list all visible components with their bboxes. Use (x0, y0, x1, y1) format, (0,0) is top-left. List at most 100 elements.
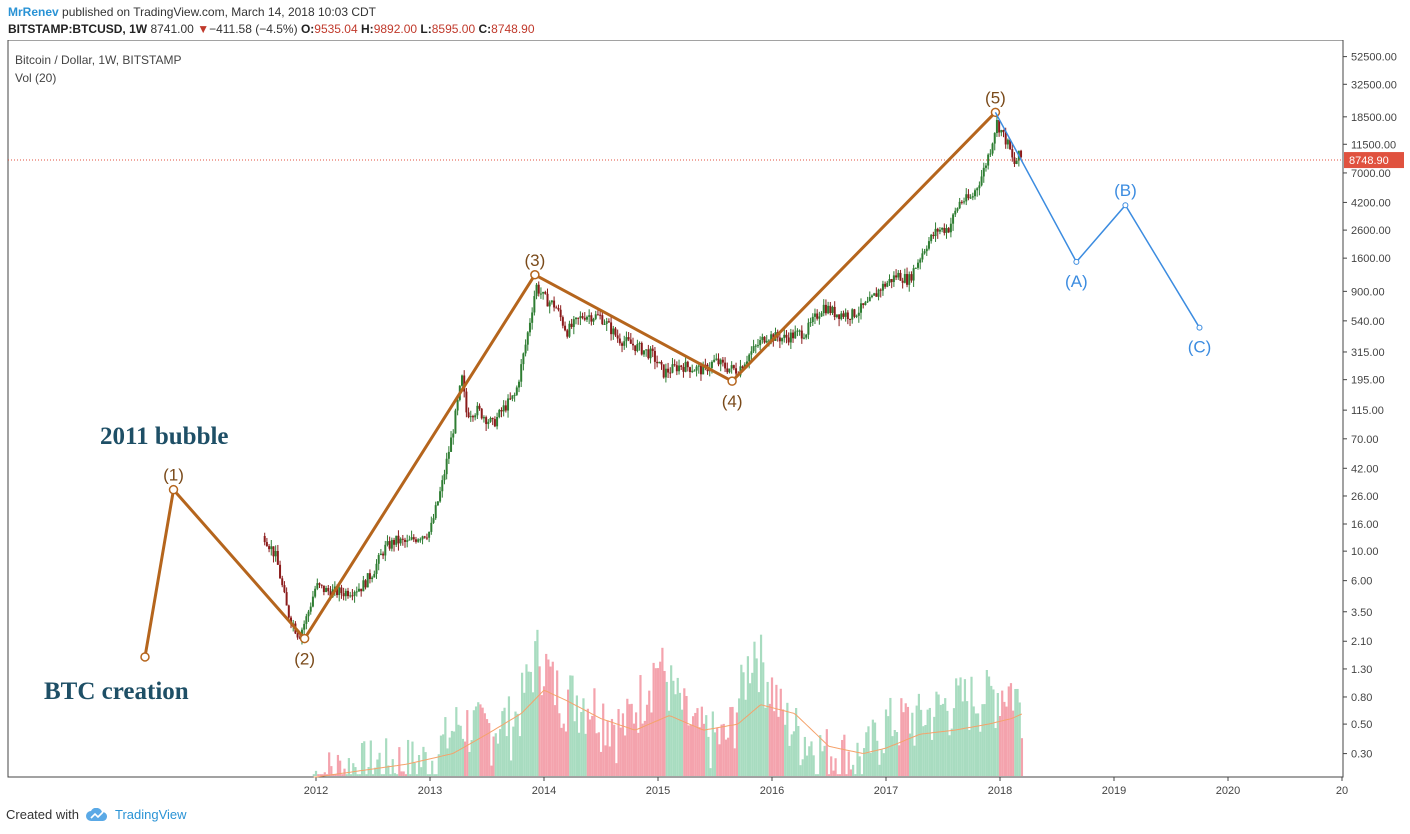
volume-bar (424, 752, 427, 776)
volume-bar (345, 774, 348, 776)
candle-body (265, 542, 268, 547)
volume-bar (867, 726, 870, 776)
volume-bar (580, 711, 583, 776)
candle-body (735, 368, 738, 374)
candle-body (471, 416, 474, 418)
candle-body (344, 590, 347, 597)
volume-bar (966, 701, 969, 776)
candle-body (377, 555, 380, 564)
candle-body (419, 539, 422, 541)
candle-body (579, 316, 582, 319)
volume-bar (768, 703, 771, 776)
candle-body (612, 328, 615, 335)
candle-body (548, 302, 551, 307)
candle-body (423, 536, 426, 538)
tradingview-link[interactable]: TradingView (114, 807, 187, 822)
volume-bar (887, 716, 890, 776)
candle-body (542, 291, 545, 294)
volume-bar (985, 669, 988, 776)
abc-point (1196, 324, 1203, 331)
candle-body (439, 491, 442, 502)
candle-body (980, 176, 983, 186)
volume-bar (431, 760, 434, 776)
candle-body (309, 606, 312, 612)
candle-body (748, 354, 751, 362)
volume-bar (512, 726, 515, 776)
candle-body (590, 315, 593, 322)
volume-bar (738, 698, 741, 776)
volume-bar (538, 666, 541, 776)
volume-bar (720, 724, 723, 776)
volume-bar (549, 666, 552, 776)
candle-body (327, 587, 330, 592)
volume-bar (687, 725, 690, 776)
candle-body (390, 539, 393, 549)
volume-bar (374, 767, 377, 776)
candle-body (605, 321, 608, 324)
candle-body (803, 337, 806, 339)
volume-bar (803, 736, 806, 776)
price-chart[interactable]: Bitcoin / Dollar, 1W, BITSTAMP Vol (20) 52… (0, 39, 1410, 800)
candle-body (318, 583, 321, 585)
volume-bar (501, 711, 504, 776)
volume-bar (924, 724, 927, 776)
candle-body (268, 546, 271, 550)
volume-bar (836, 774, 839, 776)
volume-bar (849, 769, 853, 776)
volume-bar (545, 653, 548, 776)
volume-bar (700, 706, 703, 776)
annotation-btc-creation: BTC creation (44, 678, 189, 705)
candle-body (322, 585, 325, 593)
volume-bar (595, 733, 598, 776)
volume-bar (358, 774, 361, 776)
candle-body (763, 336, 766, 343)
candle-body (728, 368, 731, 373)
volume-bar (860, 774, 863, 776)
candle-body (965, 194, 968, 202)
volume-bar (862, 748, 866, 776)
volume-bar (628, 704, 631, 776)
candle-body (465, 391, 468, 413)
author-link[interactable]: MrRenev (8, 5, 59, 19)
volume-bar (858, 756, 861, 776)
wave-label: (3) (524, 251, 545, 270)
volume-bar (779, 688, 782, 776)
volume-bar (645, 704, 649, 776)
volume-bar (705, 715, 708, 776)
candle-body (875, 293, 878, 297)
open-value: 9535.04 (314, 22, 358, 36)
chart-area[interactable]: Bitcoin / Dollar, 1W, BITSTAMP Vol (20) 52… (0, 39, 1410, 800)
volume-bar (834, 758, 837, 776)
candle-body (404, 539, 407, 542)
candle-body (697, 365, 700, 367)
volume-bar (1003, 701, 1006, 776)
candle-body (272, 546, 275, 557)
volume-bar (696, 708, 699, 776)
last-price-label: 8748.90 (1349, 155, 1389, 167)
candle-body (384, 544, 387, 556)
volume-bar (955, 678, 958, 776)
candle-body (684, 361, 687, 372)
y-tick-label: 0.50 (1351, 719, 1372, 731)
candle-body (958, 201, 961, 209)
candle-body (917, 262, 920, 268)
candle-body (726, 368, 729, 373)
x-tick-label: 2013 (418, 785, 442, 797)
volume-bar (336, 754, 340, 776)
volume-bar (551, 661, 554, 776)
volume-bar (400, 771, 403, 776)
candle-body (653, 350, 656, 362)
volume-bar (694, 712, 697, 776)
candle-body (388, 541, 391, 549)
volume-bar (516, 713, 519, 776)
candle-body (616, 335, 619, 339)
volume-bar (801, 759, 804, 776)
candle-body (881, 283, 884, 291)
candle-body (809, 322, 812, 324)
candle-body (621, 343, 624, 346)
candle-body (649, 348, 652, 359)
y-tick-label: 16.00 (1351, 519, 1379, 531)
volume-bar (770, 677, 774, 776)
volume-bar (615, 763, 618, 776)
candle-body (699, 365, 702, 375)
